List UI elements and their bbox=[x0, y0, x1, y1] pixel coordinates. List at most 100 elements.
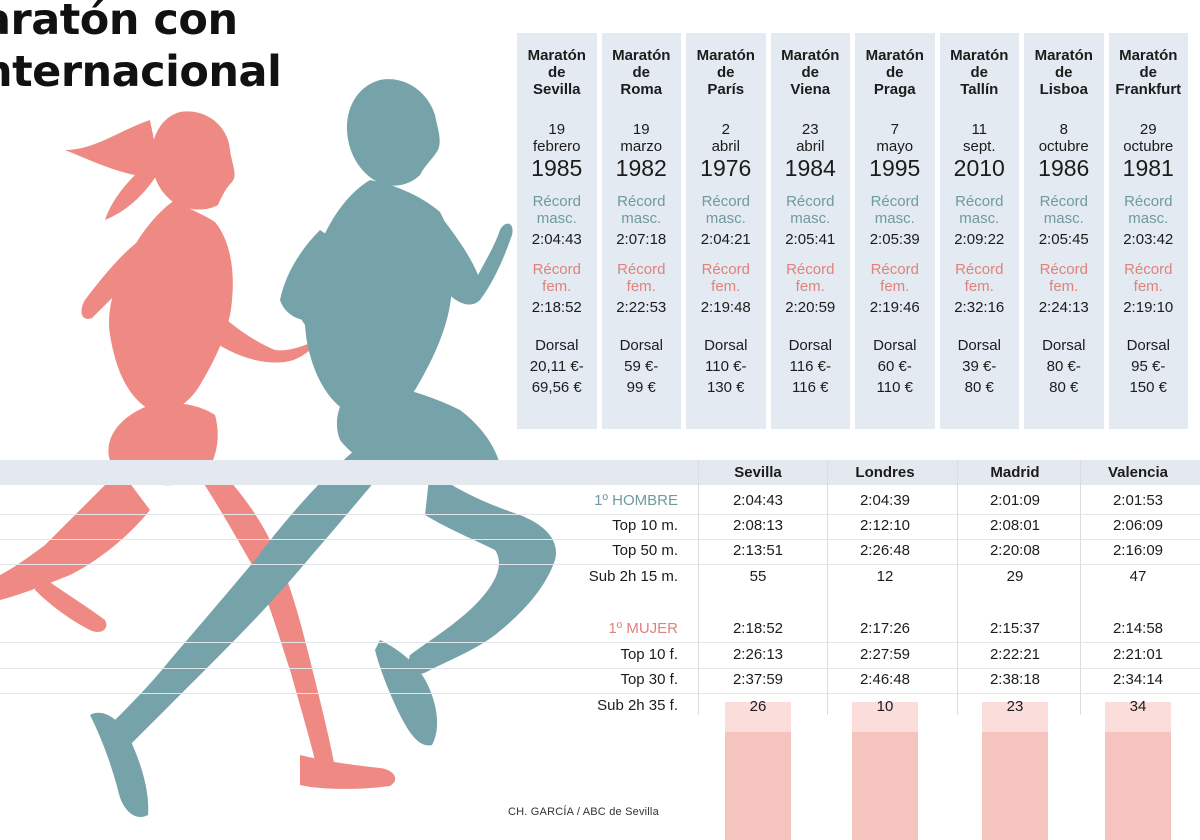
table-cell: 2:17:26 bbox=[859, 620, 911, 637]
bib-fee-line: 80 €- bbox=[1046, 358, 1081, 375]
row-label: 1º MUJER bbox=[608, 620, 678, 637]
record-women-label-line: fem. bbox=[542, 278, 572, 295]
bib-fee-line: 20,11 €- bbox=[529, 358, 584, 375]
first-edition-year: 1995 bbox=[869, 155, 921, 181]
bib-fee-range: 116 €- 116 € bbox=[771, 356, 851, 398]
bib-fee-label: Dorsal bbox=[957, 337, 1001, 354]
table-cell: 12 bbox=[876, 568, 894, 585]
marathon-card: Maratón de Roma 19 marzo 1982 Récord masc. 2:07:… bbox=[601, 33, 682, 429]
bib-fee-label: Dorsal bbox=[619, 337, 663, 354]
table-header-band bbox=[0, 460, 1200, 485]
first-edition-month: mayo bbox=[876, 138, 914, 155]
record-men-label-line: masc. bbox=[705, 210, 746, 227]
record-women-label-line: Récord bbox=[955, 261, 1004, 278]
table-cell: 2:38:18 bbox=[989, 671, 1041, 688]
marathon-name: Maratón de París bbox=[686, 47, 766, 103]
first-edition-day: 23 bbox=[801, 121, 819, 138]
table-cell: 2:04:39 bbox=[859, 492, 911, 509]
bar-londres bbox=[852, 732, 918, 840]
column-header-madrid: Madrid bbox=[990, 464, 1040, 481]
table-cell: 2:46:48 bbox=[859, 671, 911, 688]
marathon-name-line: Viena bbox=[790, 81, 831, 98]
table-cell: 2:12:10 bbox=[859, 517, 911, 534]
bib-fee-label: Dorsal bbox=[704, 337, 748, 354]
first-edition-month: marzo bbox=[620, 138, 663, 155]
table-cell: 2:21:01 bbox=[1112, 646, 1164, 663]
marathon-name: Maratón de Frankfurt bbox=[1109, 47, 1189, 103]
record-men-label-line: Récord bbox=[1039, 193, 1088, 210]
marathon-name-line: Maratón bbox=[527, 47, 586, 64]
table-cell: 2:22:21 bbox=[989, 646, 1041, 663]
record-women-label-line: fem. bbox=[1133, 278, 1163, 295]
column-header-londres: Londres bbox=[855, 464, 915, 481]
record-women-label-line: fem. bbox=[1049, 278, 1079, 295]
bib-fee-range: 59 €- 99 € bbox=[602, 356, 682, 398]
marathon-name-line: Praga bbox=[873, 81, 916, 98]
record-women-label-line: Récord bbox=[870, 261, 919, 278]
bar-cap bbox=[1105, 702, 1171, 732]
table-cell: 2:20:08 bbox=[989, 542, 1041, 559]
marathon-name-line: de bbox=[632, 64, 650, 81]
marathon-cards: Maratón de Sevilla 19 febrero 1985 Récord masc.… bbox=[517, 33, 1188, 429]
record-men-label-line: Récord bbox=[701, 193, 750, 210]
bar-cap bbox=[982, 702, 1048, 732]
table-cell: 2:26:48 bbox=[859, 542, 911, 559]
record-women-time: 2:20:59 bbox=[785, 299, 836, 316]
bib-fee-line: 95 €- bbox=[1131, 358, 1166, 375]
table-cell: 2:04:43 bbox=[732, 492, 784, 509]
record-women-label-line: fem. bbox=[711, 278, 741, 295]
marathon-name-line: Frankfurt bbox=[1115, 81, 1182, 98]
record-men-label: Récord masc. bbox=[1024, 193, 1104, 227]
record-men-label-line: Récord bbox=[870, 193, 919, 210]
column-divider bbox=[957, 460, 958, 715]
bib-fee-line: 130 € bbox=[706, 379, 745, 396]
table-cell: 55 bbox=[749, 568, 767, 585]
marathon-name-line: Tallín bbox=[960, 81, 999, 98]
bib-fee-line: 80 € bbox=[1049, 379, 1079, 396]
bib-fee-label: Dorsal bbox=[1042, 337, 1086, 354]
bar-cap bbox=[852, 702, 918, 732]
marathon-card: Maratón de Sevilla 19 febrero 1985 Récord masc.… bbox=[517, 33, 597, 429]
bar-value-label: 34 bbox=[1129, 698, 1147, 715]
record-women-time: 2:32:16 bbox=[954, 299, 1005, 316]
record-women-label: Récord fem. bbox=[1024, 261, 1104, 295]
bar-value-label: 23 bbox=[1006, 698, 1024, 715]
first-edition-month: abril bbox=[711, 138, 740, 155]
table-cell: 2:01:53 bbox=[1112, 492, 1164, 509]
marathon-name-line: Maratón bbox=[950, 47, 1009, 64]
row-label: Top 30 f. bbox=[620, 671, 678, 688]
first-edition-year: 2010 bbox=[953, 155, 1005, 181]
table-cell: 2:26:13 bbox=[732, 646, 784, 663]
marathon-name-line: de bbox=[970, 64, 988, 81]
record-men-time: 2:05:39 bbox=[869, 231, 920, 248]
record-women-label-line: Récord bbox=[701, 261, 750, 278]
table-cell: 2:16:09 bbox=[1112, 542, 1164, 559]
row-label: 1º HOMBRE bbox=[594, 492, 678, 509]
marathon-name-line: Maratón bbox=[865, 47, 924, 64]
female-runner-silhouette bbox=[0, 111, 396, 789]
bar-madrid bbox=[982, 732, 1048, 840]
first-edition-year: 1976 bbox=[700, 155, 752, 181]
record-men-label-line: masc. bbox=[874, 210, 915, 227]
record-women-label-line: Récord bbox=[1124, 261, 1173, 278]
marathon-name-line: Sevilla bbox=[532, 81, 581, 98]
marathon-name: Maratón de Viena bbox=[771, 47, 851, 103]
record-women-time: 2:19:10 bbox=[1123, 299, 1174, 316]
bib-fee-range: 80 €- 80 € bbox=[1024, 356, 1104, 398]
marathon-name-line: Maratón bbox=[696, 47, 755, 64]
marathon-name-line: de bbox=[1054, 64, 1073, 81]
bib-fee-line: 80 € bbox=[964, 379, 994, 396]
first-edition-month: abril bbox=[796, 138, 825, 155]
first-edition-day: 19 bbox=[548, 121, 566, 138]
record-men-label: Récord masc. bbox=[686, 193, 766, 227]
first-edition-month: sept. bbox=[962, 138, 996, 155]
bib-fee-line: 60 €- bbox=[877, 358, 912, 375]
row-divider bbox=[0, 539, 1200, 540]
record-men-label-line: Récord bbox=[786, 193, 835, 210]
bar-sevilla bbox=[725, 732, 791, 840]
bib-fee-line: 39 €- bbox=[962, 358, 997, 375]
marathon-name: Maratón de Tallín bbox=[940, 47, 1020, 103]
table-cell: 2:27:59 bbox=[859, 646, 911, 663]
column-header-valencia: Valencia bbox=[1107, 464, 1169, 481]
male-runner-silhouette bbox=[90, 79, 556, 818]
